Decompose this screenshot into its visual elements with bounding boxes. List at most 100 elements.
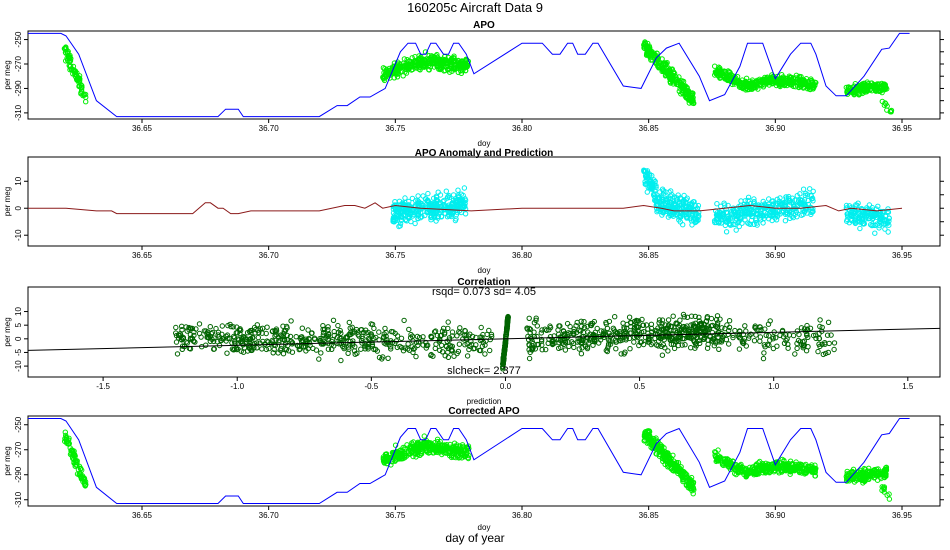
- data-point: [757, 334, 764, 340]
- data-point: [645, 336, 652, 342]
- data-point: [800, 345, 806, 351]
- data-point: [659, 317, 666, 323]
- data-point: [203, 342, 209, 348]
- data-point: [782, 218, 789, 224]
- data-point: [618, 351, 624, 357]
- data-point: [690, 98, 696, 104]
- data-point: [645, 333, 652, 339]
- data-point: [645, 40, 651, 47]
- data-point: [385, 355, 391, 361]
- data-point: [454, 205, 460, 212]
- data-point: [581, 319, 587, 325]
- data-point: [240, 349, 247, 355]
- data-point: [453, 212, 460, 218]
- data-point: [659, 56, 665, 62]
- data-point: [303, 338, 309, 344]
- data-point: [392, 442, 399, 448]
- data-point: [696, 314, 702, 320]
- data-point: [730, 76, 736, 83]
- data-point: [420, 334, 426, 340]
- data-point: [884, 492, 890, 498]
- data-point: [464, 353, 471, 359]
- y-tick-label: -270: [14, 441, 23, 458]
- data-point: [860, 473, 866, 479]
- data-point: [446, 213, 452, 219]
- data-point: [660, 198, 667, 204]
- data-point: [690, 199, 697, 205]
- plot-frame: [27, 286, 941, 378]
- data-point: [672, 461, 679, 468]
- data-point: [666, 463, 672, 469]
- data-point: [688, 322, 694, 328]
- data-point: [690, 491, 696, 497]
- data-point: [742, 217, 748, 223]
- data-point: [642, 39, 648, 45]
- data-point: [773, 335, 779, 341]
- x-tick-label: 36.95: [892, 124, 913, 133]
- data-point: [389, 339, 396, 346]
- data-point: [650, 192, 657, 198]
- data-point: [674, 81, 681, 88]
- data-point: [757, 324, 763, 330]
- data-point: [770, 345, 777, 352]
- data-point: [727, 215, 733, 222]
- data-point: [881, 485, 887, 492]
- data-point: [724, 457, 730, 463]
- data-point: [591, 318, 597, 325]
- data-point: [468, 338, 474, 344]
- data-point: [581, 324, 588, 331]
- data-point: [642, 429, 649, 435]
- data-point: [280, 323, 286, 329]
- data-point: [741, 210, 747, 217]
- data-point: [647, 51, 653, 57]
- data-point: [750, 469, 756, 476]
- data-point: [420, 342, 426, 348]
- data-point: [801, 465, 808, 471]
- data-point: [408, 218, 414, 225]
- data-point: [712, 449, 718, 455]
- data-point: [614, 330, 621, 337]
- data-point: [211, 346, 218, 352]
- data-point: [196, 321, 203, 327]
- data-point: [753, 461, 760, 467]
- data-point: [382, 457, 388, 463]
- data-point: [684, 472, 690, 478]
- data-point: [736, 331, 743, 338]
- data-point: [72, 68, 79, 75]
- data-point: [224, 332, 231, 338]
- data-point: [67, 67, 73, 73]
- data-point: [755, 468, 761, 474]
- data-point: [690, 485, 697, 492]
- x-tick-label: 36.70: [259, 251, 280, 260]
- data-point: [688, 218, 695, 224]
- data-point: [352, 351, 358, 357]
- data-point: [225, 322, 231, 329]
- data-point: [709, 329, 715, 336]
- data-point: [402, 445, 408, 451]
- data-point: [794, 345, 800, 352]
- plot-frame: [27, 156, 941, 247]
- data-point: [676, 330, 683, 337]
- data-point: [881, 83, 887, 89]
- data-point: [631, 318, 638, 325]
- data-point: [688, 97, 695, 103]
- data-point: [534, 323, 540, 329]
- data-point: [211, 338, 217, 345]
- data-point: [843, 202, 850, 209]
- x-axis-label: doy: [478, 266, 491, 275]
- data-point: [801, 197, 808, 203]
- data-point: [73, 462, 79, 468]
- data-point: [395, 206, 402, 212]
- data-point: [680, 311, 687, 318]
- data-point: [717, 316, 723, 322]
- data-point: [400, 208, 406, 215]
- data-point: [526, 315, 532, 321]
- data-point: [264, 324, 270, 330]
- data-point: [807, 86, 813, 93]
- data-point: [505, 318, 511, 324]
- data-point: [433, 210, 440, 217]
- data-point: [433, 341, 439, 347]
- data-point: [285, 342, 291, 349]
- data-point: [684, 91, 690, 98]
- data-point: [257, 340, 263, 346]
